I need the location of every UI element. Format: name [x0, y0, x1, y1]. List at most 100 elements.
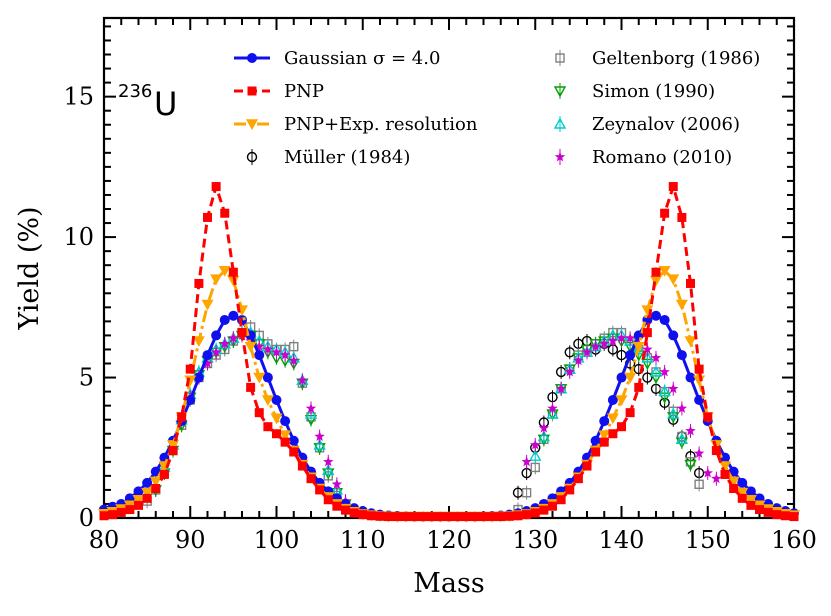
data-point [606, 413, 619, 425]
data-point [384, 512, 394, 522]
data-point [651, 310, 661, 321]
data-point [650, 352, 662, 363]
data-point [177, 412, 187, 422]
data-point [279, 349, 291, 360]
data-point [521, 488, 532, 498]
data-point [565, 485, 575, 495]
data-point [185, 395, 196, 406]
data-point [237, 328, 247, 338]
data-point [99, 511, 109, 521]
data-point [694, 479, 704, 489]
data-point [271, 395, 282, 406]
data-point [280, 416, 291, 427]
data-point [132, 494, 145, 506]
data-point [727, 476, 740, 488]
data-point [684, 459, 697, 472]
data-point [547, 402, 558, 413]
data-point [651, 267, 661, 277]
x-tick-label: 130 [512, 526, 558, 554]
data-point [608, 429, 618, 439]
data-point [323, 495, 333, 505]
legend: Gaussian σ = 4.0 PNP PNP+Exp. resolution Mü… [234, 48, 760, 168]
data-point [616, 332, 627, 343]
data-point [616, 372, 627, 383]
data-point [633, 363, 644, 375]
title-mass-number: 236 [118, 81, 152, 102]
data-point [244, 341, 257, 353]
y-tick-label: 10 [63, 223, 94, 251]
data-point [632, 341, 645, 353]
data-point [496, 512, 506, 522]
data-point [521, 456, 532, 467]
data-point [668, 330, 679, 341]
data-point [564, 366, 575, 377]
series-0 [99, 310, 799, 522]
data-point [289, 447, 299, 457]
legend-label: PNP [284, 81, 324, 102]
legend-label: Müller (1984) [284, 147, 410, 168]
legend-label: PNP+Exp. resolution [284, 114, 478, 135]
data-point [591, 447, 601, 457]
data-point [444, 512, 454, 522]
data-point [297, 374, 308, 385]
axis-ticks: 80 90 100 110 120 130 140 150 160 0 5 10 15 [63, 18, 817, 554]
data-point [668, 182, 678, 192]
data-point [556, 495, 566, 505]
data-point [632, 343, 645, 355]
data-point [125, 505, 135, 515]
data-point [548, 501, 557, 511]
data-point [702, 467, 713, 478]
series-1 [99, 181, 799, 522]
data-point [219, 338, 230, 349]
data-point [375, 511, 385, 521]
legend-label: Romano (2010) [592, 147, 732, 168]
data-point [254, 408, 264, 418]
data-point [219, 314, 230, 325]
data-point [676, 402, 688, 413]
data-point [772, 510, 782, 520]
data-point [599, 338, 610, 349]
data-point [254, 350, 265, 361]
data-point [211, 182, 221, 192]
legend-label: Zeynalov (2006) [592, 114, 740, 135]
data-point [203, 212, 212, 222]
data-point [331, 478, 343, 489]
data-point [461, 512, 471, 522]
data-point [410, 512, 419, 522]
data-point [599, 437, 609, 447]
data-point [168, 446, 178, 456]
data-point [537, 430, 551, 442]
data-point [737, 477, 748, 488]
data-point [667, 407, 680, 419]
data-point [744, 494, 757, 506]
title-element: U [154, 85, 177, 123]
series-layer [98, 181, 800, 523]
data-point [513, 511, 523, 521]
data-point [246, 382, 256, 392]
data-point [228, 332, 239, 343]
data-point [780, 511, 790, 521]
data-point [617, 422, 626, 432]
data-point [253, 372, 266, 384]
legend-entry: Zeynalov (2006) [553, 114, 740, 135]
data-point [703, 412, 713, 422]
series-line [103, 181, 795, 519]
data-point [288, 355, 299, 366]
data-point [280, 437, 290, 447]
data-point [270, 413, 283, 425]
y-axis-label: Yield (%) [14, 206, 45, 330]
data-point [279, 430, 292, 442]
data-point [522, 510, 532, 520]
data-point [210, 346, 222, 357]
data-point [418, 512, 428, 522]
data-point [133, 486, 144, 497]
data-point [745, 486, 756, 497]
series-4 [142, 319, 704, 517]
data-point [539, 505, 549, 515]
data-point [684, 336, 697, 348]
data-point [202, 358, 213, 368]
data-point [358, 510, 368, 520]
data-point [487, 512, 497, 522]
legend-marker [553, 117, 567, 129]
y-tick-label: 5 [79, 364, 94, 392]
